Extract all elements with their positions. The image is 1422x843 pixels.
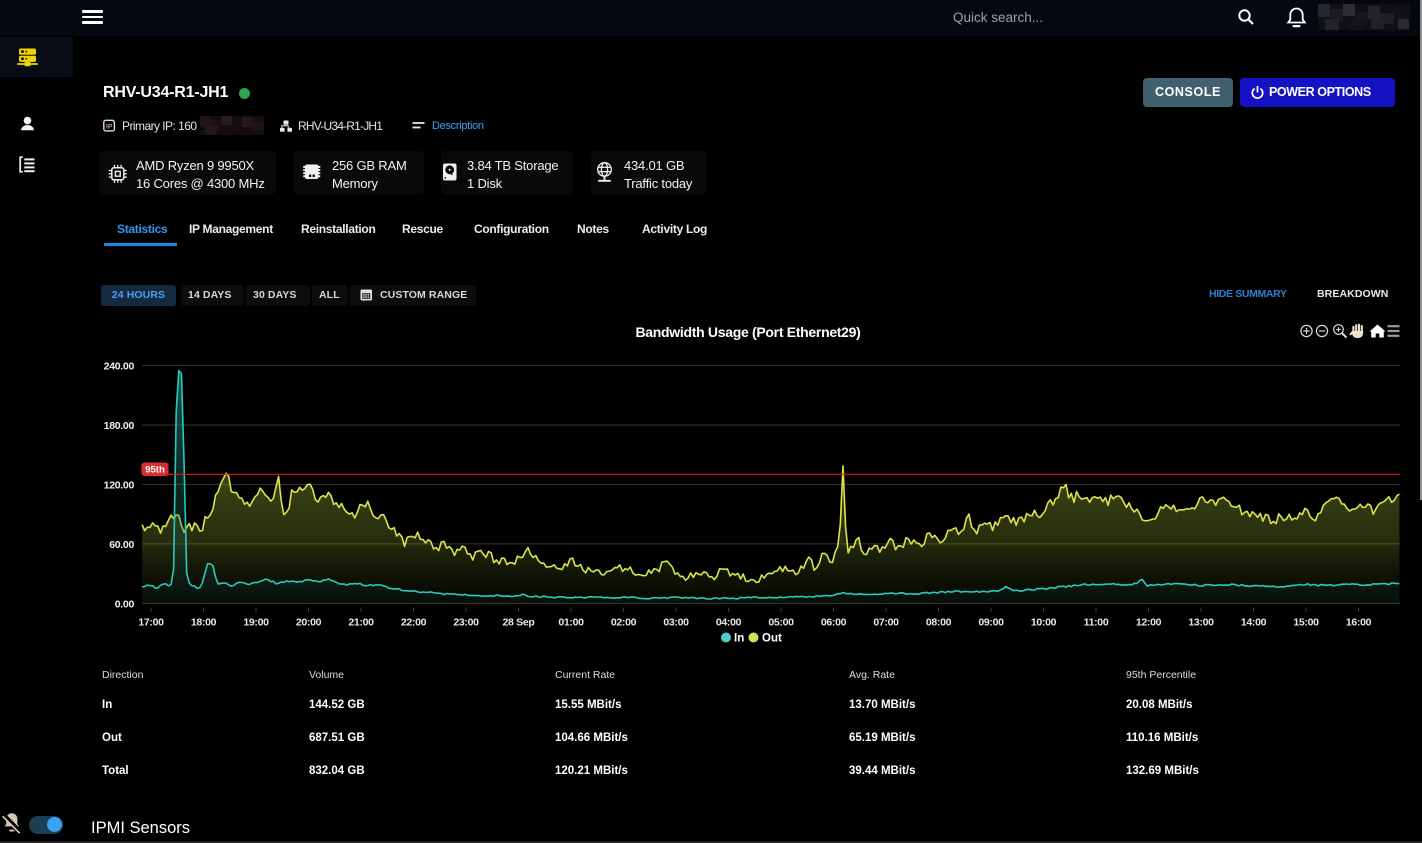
svg-text:18:00: 18:00 <box>191 617 217 629</box>
svg-text:03:00: 03:00 <box>663 617 689 629</box>
svg-text:19:00: 19:00 <box>243 617 269 629</box>
svg-text:06:00: 06:00 <box>821 617 847 629</box>
svg-text:120.00: 120.00 <box>104 479 135 491</box>
svg-text:15:00: 15:00 <box>1293 617 1319 629</box>
svg-text:0.00: 0.00 <box>115 598 135 610</box>
svg-text:01:00: 01:00 <box>558 617 584 629</box>
svg-text:09:00: 09:00 <box>978 617 1004 629</box>
svg-text:21:00: 21:00 <box>348 617 374 629</box>
svg-text:08:00: 08:00 <box>926 617 952 629</box>
svg-text:22:00: 22:00 <box>401 617 427 629</box>
svg-text:05:00: 05:00 <box>768 617 794 629</box>
svg-text:60.00: 60.00 <box>109 539 134 551</box>
svg-text:13:00: 13:00 <box>1188 617 1214 629</box>
svg-text:240.00: 240.00 <box>104 360 135 372</box>
svg-text:10:00: 10:00 <box>1031 617 1057 629</box>
svg-text:04:00: 04:00 <box>716 617 742 629</box>
svg-text:16:00: 16:00 <box>1346 617 1372 629</box>
svg-text:11:00: 11:00 <box>1084 617 1109 629</box>
svg-text:20:00: 20:00 <box>296 617 322 629</box>
svg-text:12:00: 12:00 <box>1136 617 1162 629</box>
svg-text:IP: IP <box>106 124 113 131</box>
svg-text:180.00: 180.00 <box>104 420 135 432</box>
svg-text:14:00: 14:00 <box>1241 617 1267 629</box>
svg-text:28 Sep: 28 Sep <box>502 617 534 629</box>
svg-text:In: In <box>734 633 744 645</box>
svg-text:95th: 95th <box>145 465 165 476</box>
svg-text:Out: Out <box>762 633 782 645</box>
svg-text:17:00: 17:00 <box>138 617 164 629</box>
svg-text:02:00: 02:00 <box>611 617 637 629</box>
svg-text:23:00: 23:00 <box>453 617 479 629</box>
svg-text:07:00: 07:00 <box>873 617 899 629</box>
